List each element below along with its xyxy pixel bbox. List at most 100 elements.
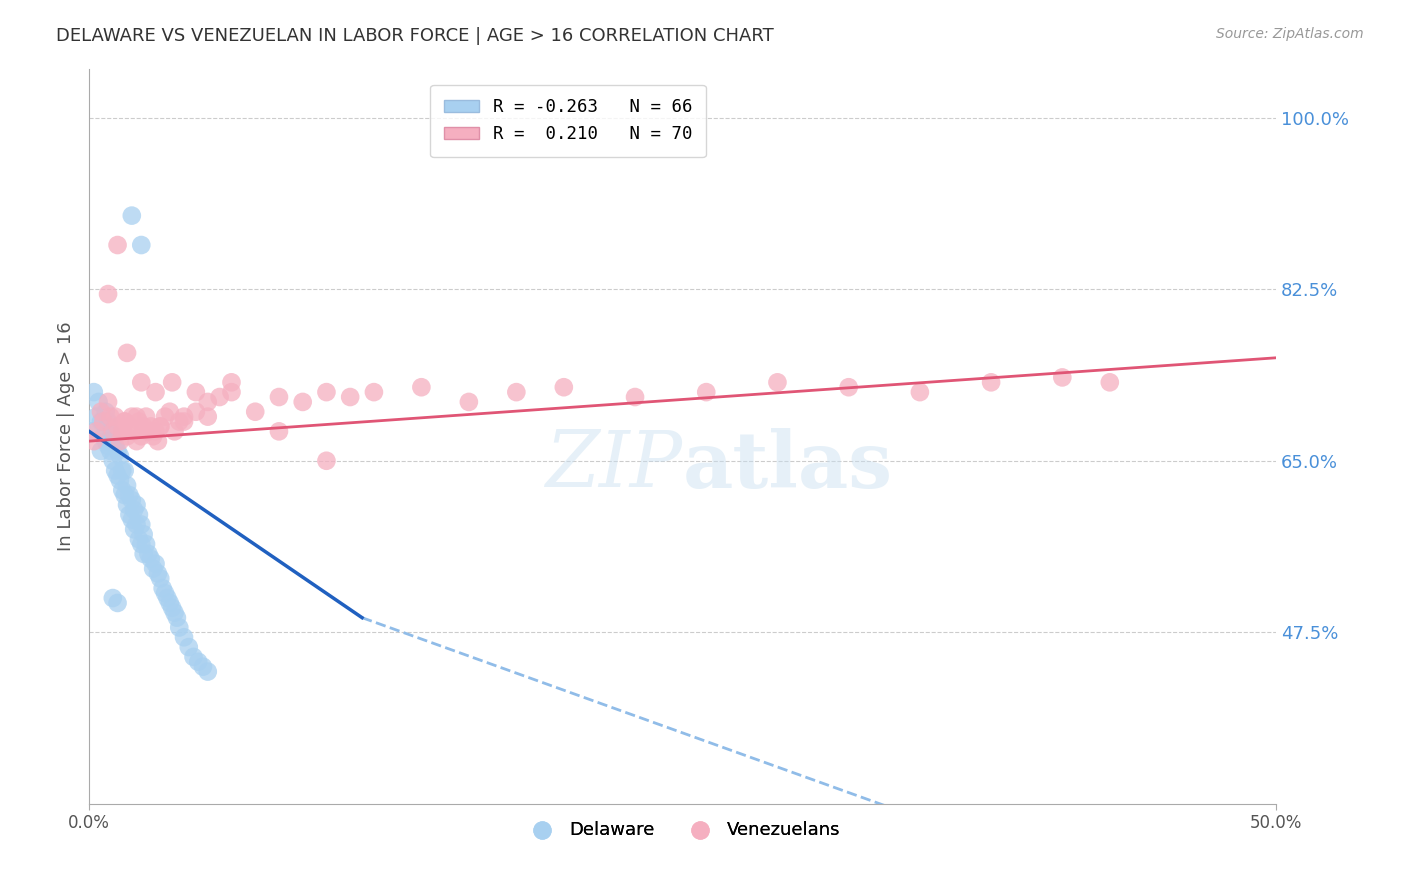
Point <box>339 390 361 404</box>
Point <box>221 385 243 400</box>
Point <box>108 474 131 488</box>
Point <box>197 409 219 424</box>
Point <box>1052 370 1074 384</box>
Point <box>177 640 200 654</box>
Point <box>145 385 167 400</box>
Point <box>291 395 314 409</box>
Point <box>624 390 647 404</box>
Point <box>505 385 527 400</box>
Point <box>108 434 131 449</box>
Point <box>160 376 183 390</box>
Point <box>115 346 138 360</box>
Point <box>90 405 112 419</box>
Point <box>980 376 1002 390</box>
Point <box>114 488 136 502</box>
Point <box>90 415 112 429</box>
Text: atlas: atlas <box>682 427 893 504</box>
Point <box>129 376 152 390</box>
Point <box>135 537 157 551</box>
Point <box>315 454 337 468</box>
Point <box>153 409 176 424</box>
Point <box>125 498 148 512</box>
Point <box>146 434 169 449</box>
Point <box>129 429 152 443</box>
Point <box>114 415 136 429</box>
Point <box>766 376 789 390</box>
Point <box>173 409 195 424</box>
Point <box>166 610 188 624</box>
Point <box>90 444 112 458</box>
Point <box>97 287 120 301</box>
Point <box>267 425 290 439</box>
Point <box>129 517 152 532</box>
Point <box>132 527 155 541</box>
Point <box>149 419 172 434</box>
Point <box>80 425 103 439</box>
Point <box>122 425 145 439</box>
Point <box>118 508 141 522</box>
Point <box>142 429 165 443</box>
Point <box>94 434 117 449</box>
Point <box>363 385 385 400</box>
Point <box>122 523 145 537</box>
Point <box>132 419 155 434</box>
Point <box>108 449 131 463</box>
Point <box>173 630 195 644</box>
Point <box>695 385 717 400</box>
Point <box>91 429 114 443</box>
Point <box>145 557 167 571</box>
Point <box>139 551 162 566</box>
Point <box>142 561 165 575</box>
Point <box>101 434 124 449</box>
Point <box>84 425 107 439</box>
Point <box>163 606 186 620</box>
Point <box>183 649 205 664</box>
Point <box>115 478 138 492</box>
Point <box>149 419 172 434</box>
Point <box>160 600 183 615</box>
Point <box>128 533 150 547</box>
Point <box>457 395 479 409</box>
Point <box>908 385 931 400</box>
Point <box>111 425 134 439</box>
Point <box>111 464 134 478</box>
Point <box>91 415 114 429</box>
Point <box>169 415 191 429</box>
Point <box>1098 376 1121 390</box>
Point <box>94 405 117 419</box>
Point <box>121 513 143 527</box>
Point <box>169 620 191 634</box>
Point <box>267 390 290 404</box>
Point <box>411 380 433 394</box>
Point <box>97 395 120 409</box>
Point <box>84 409 107 424</box>
Point <box>159 405 181 419</box>
Point <box>100 444 122 458</box>
Point <box>115 429 138 443</box>
Point <box>138 547 160 561</box>
Point <box>145 425 167 439</box>
Point <box>138 425 160 439</box>
Point <box>153 586 176 600</box>
Point <box>101 425 124 439</box>
Point <box>135 409 157 424</box>
Point <box>107 468 129 483</box>
Point <box>221 376 243 390</box>
Y-axis label: In Labor Force | Age > 16: In Labor Force | Age > 16 <box>58 321 75 551</box>
Point <box>104 439 127 453</box>
Point <box>146 566 169 581</box>
Point <box>104 409 127 424</box>
Point <box>107 238 129 252</box>
Point <box>125 409 148 424</box>
Point <box>122 503 145 517</box>
Point <box>128 415 150 429</box>
Text: Source: ZipAtlas.com: Source: ZipAtlas.com <box>1216 27 1364 41</box>
Point <box>101 454 124 468</box>
Point <box>83 385 105 400</box>
Point <box>191 659 214 673</box>
Point <box>107 419 129 434</box>
Point <box>149 571 172 585</box>
Point <box>315 385 337 400</box>
Point <box>121 409 143 424</box>
Point <box>132 547 155 561</box>
